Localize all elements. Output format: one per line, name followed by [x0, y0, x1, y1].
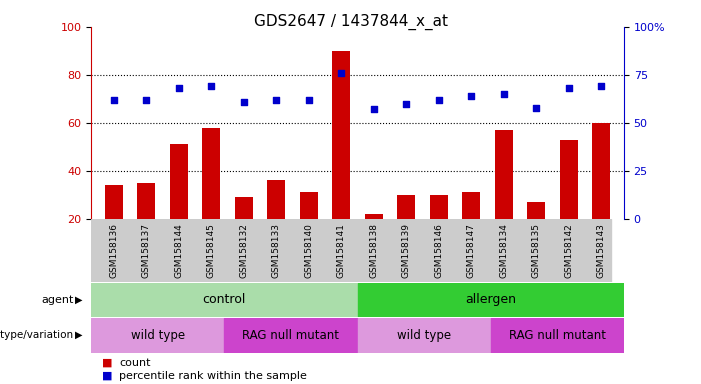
Point: [465, 93, 477, 99]
Bar: [592, 123, 610, 219]
Text: GSM158141: GSM158141: [336, 223, 346, 278]
Point: [336, 70, 347, 76]
Text: GSM158134: GSM158134: [499, 223, 508, 278]
Bar: [267, 180, 285, 219]
Text: genotype/variation: genotype/variation: [0, 330, 74, 340]
Text: wild type: wild type: [397, 329, 451, 342]
Point: [108, 97, 119, 103]
Point: [433, 97, 444, 103]
Point: [531, 104, 542, 111]
Bar: [527, 202, 545, 219]
Text: percentile rank within the sample: percentile rank within the sample: [119, 371, 307, 381]
Text: GDS2647 / 1437844_x_at: GDS2647 / 1437844_x_at: [254, 13, 447, 30]
Text: GSM158140: GSM158140: [304, 223, 313, 278]
Text: GSM158142: GSM158142: [564, 223, 573, 278]
Text: ■: ■: [102, 371, 112, 381]
Bar: [358, 283, 624, 317]
Text: GSM158137: GSM158137: [142, 223, 151, 278]
Text: GSM158145: GSM158145: [207, 223, 216, 278]
Point: [563, 85, 574, 91]
Text: GSM158147: GSM158147: [467, 223, 476, 278]
Text: agent: agent: [41, 295, 74, 305]
Point: [596, 83, 607, 89]
Text: GSM158139: GSM158139: [402, 223, 411, 278]
Bar: [224, 318, 358, 353]
Text: GSM158143: GSM158143: [597, 223, 606, 278]
Point: [303, 97, 314, 103]
Text: GSM158138: GSM158138: [369, 223, 379, 278]
Text: ▶: ▶: [75, 330, 83, 340]
Bar: [137, 183, 156, 219]
Bar: [91, 283, 358, 317]
Bar: [365, 214, 383, 219]
Bar: [430, 195, 448, 219]
Bar: [235, 197, 253, 219]
Text: GSM158136: GSM158136: [109, 223, 118, 278]
Point: [173, 85, 184, 91]
Text: GSM158132: GSM158132: [239, 223, 248, 278]
Text: wild type: wild type: [130, 329, 185, 342]
Bar: [358, 318, 491, 353]
Text: ▶: ▶: [75, 295, 83, 305]
Text: count: count: [119, 358, 151, 368]
Text: GSM158135: GSM158135: [531, 223, 540, 278]
Text: GSM158146: GSM158146: [434, 223, 443, 278]
Bar: [559, 140, 578, 219]
Point: [205, 83, 217, 89]
Text: GSM158144: GSM158144: [175, 223, 184, 278]
Text: control: control: [203, 293, 246, 306]
Point: [368, 106, 379, 113]
Bar: [332, 51, 350, 219]
Text: allergen: allergen: [465, 293, 516, 306]
Text: RAG null mutant: RAG null mutant: [243, 329, 339, 342]
Point: [498, 91, 510, 97]
Point: [271, 97, 282, 103]
Bar: [495, 130, 512, 219]
Point: [238, 99, 250, 105]
Point: [401, 101, 412, 107]
Bar: [91, 318, 224, 353]
Text: RAG null mutant: RAG null mutant: [509, 329, 606, 342]
Bar: [105, 185, 123, 219]
Bar: [203, 127, 220, 219]
Bar: [491, 318, 624, 353]
Bar: [397, 195, 415, 219]
Point: [141, 97, 152, 103]
Bar: [462, 192, 480, 219]
Bar: [300, 192, 318, 219]
Text: GSM158133: GSM158133: [272, 223, 281, 278]
Text: ■: ■: [102, 358, 112, 368]
Bar: [170, 144, 188, 219]
